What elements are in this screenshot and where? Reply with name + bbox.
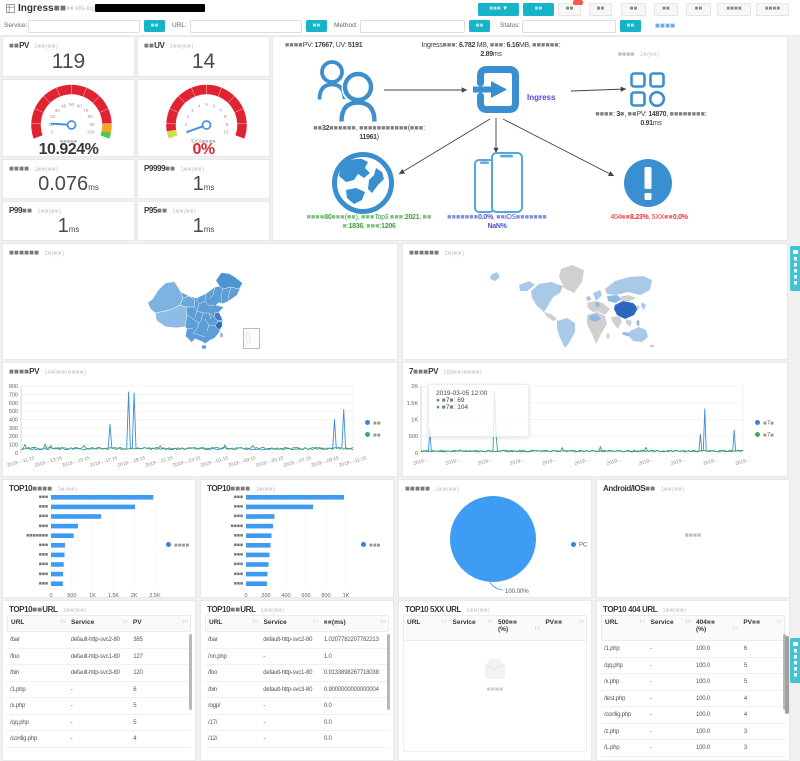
svg-text:400: 400 <box>9 418 18 424</box>
svg-text:2019-..: 2019-.. <box>542 457 558 467</box>
svg-text:2019-..-13:15: 2019-..-13:15 <box>34 455 63 469</box>
svg-text:1.5K: 1.5K <box>108 593 120 597</box>
svg-text:200: 200 <box>261 593 270 597</box>
svg-text:■■■: ■■■ <box>234 581 243 587</box>
svg-text:2K: 2K <box>411 384 418 390</box>
svg-text:600: 600 <box>301 593 310 597</box>
svg-text:2019-..-09:15: 2019-..-09:15 <box>310 455 339 469</box>
svg-text:■■■: ■■■ <box>39 543 48 549</box>
svg-text:90: 90 <box>89 122 95 128</box>
svg-text:2019-..: 2019-.. <box>509 457 525 467</box>
svg-text:2019-..: 2019-.. <box>670 457 686 467</box>
svg-text:■■■: ■■■ <box>39 514 48 520</box>
svg-text:700: 700 <box>9 392 18 398</box>
svg-text:400: 400 <box>281 593 290 597</box>
svg-text:50: 50 <box>69 102 75 108</box>
svg-text:■■■: ■■■ <box>234 495 243 501</box>
svg-text:0: 0 <box>244 593 247 597</box>
svg-text:■■■■■■■: ■■■■■■■ <box>26 533 48 539</box>
svg-text:1K: 1K <box>411 418 418 424</box>
svg-text:2019-..-07:15: 2019-..-07:15 <box>283 455 312 469</box>
svg-text:60: 60 <box>77 104 83 110</box>
svg-text:80: 80 <box>88 114 94 120</box>
svg-text:1K: 1K <box>89 593 96 597</box>
svg-text:0: 0 <box>415 451 418 457</box>
svg-text:■■■: ■■■ <box>39 552 48 558</box>
svg-text:2019-..: 2019-.. <box>413 457 429 467</box>
svg-text:■■■: ■■■ <box>234 533 243 539</box>
svg-text:0: 0 <box>49 593 52 597</box>
svg-text:■■■: ■■■ <box>39 562 48 568</box>
svg-text:0: 0 <box>15 451 18 457</box>
svg-text:70: 70 <box>83 108 89 114</box>
svg-text:200: 200 <box>9 434 18 440</box>
svg-text:2019-..-17:15: 2019-..-17:15 <box>89 455 118 469</box>
svg-text:■■■: ■■■ <box>234 543 243 549</box>
svg-text:2: 2 <box>186 114 189 120</box>
svg-text:10: 10 <box>223 130 229 136</box>
svg-text:2K: 2K <box>131 593 138 597</box>
svg-text:2019-..-05:15: 2019-..-05:15 <box>255 455 284 469</box>
svg-text:■■■: ■■■ <box>234 504 243 510</box>
svg-text:■■■: ■■■ <box>39 504 48 510</box>
svg-text:2019-..-11:15: 2019-..-11:15 <box>6 455 35 469</box>
svg-text:2019-..-01:15: 2019-..-01:15 <box>200 455 229 469</box>
svg-text:500: 500 <box>67 593 76 597</box>
svg-text:2019-..-21:15: 2019-..-21:15 <box>144 455 173 469</box>
svg-text:2019-..: 2019-.. <box>477 457 493 467</box>
svg-text:■■■■: ■■■■ <box>230 523 243 529</box>
svg-text:2019-..-15:15: 2019-..-15:15 <box>61 455 90 469</box>
svg-text:3: 3 <box>191 108 194 114</box>
svg-text:1: 1 <box>185 122 188 128</box>
svg-text:1.5K: 1.5K <box>407 401 419 407</box>
svg-text:2019-..-03:15: 2019-..-03:15 <box>227 455 256 469</box>
svg-text:■■■: ■■■ <box>39 495 48 501</box>
svg-text:5: 5 <box>205 102 208 108</box>
svg-text:■■■: ■■■ <box>234 552 243 558</box>
svg-text:100: 100 <box>9 443 18 449</box>
svg-text:40: 40 <box>61 104 67 110</box>
svg-text:800: 800 <box>9 384 18 390</box>
svg-text:■■■: ■■■ <box>39 571 48 577</box>
svg-text:■■■: ■■■ <box>39 523 48 529</box>
svg-text:600: 600 <box>9 401 18 407</box>
svg-text:■■■: ■■■ <box>234 571 243 577</box>
svg-text:10: 10 <box>48 122 54 128</box>
svg-text:100.00%: 100.00% <box>505 589 529 595</box>
svg-text:300: 300 <box>9 426 18 432</box>
svg-text:■■■: ■■■ <box>39 581 48 587</box>
svg-text:6: 6 <box>213 104 216 110</box>
svg-text:9: 9 <box>226 122 229 128</box>
svg-text:2019-..-23:15: 2019-..-23:15 <box>172 455 201 469</box>
svg-text:2019-..-11:15: 2019-..-11:15 <box>338 455 367 469</box>
svg-text:2019-..: 2019-.. <box>574 457 590 467</box>
svg-text:■■■: ■■■ <box>234 514 243 520</box>
svg-text:30: 30 <box>55 108 61 114</box>
svg-text:2019-..: 2019-.. <box>735 457 751 467</box>
svg-text:0: 0 <box>51 130 54 136</box>
svg-text:500: 500 <box>409 434 418 440</box>
svg-text:2019-..: 2019-.. <box>703 457 719 467</box>
svg-text:1K: 1K <box>343 593 350 597</box>
svg-text:2019-..-19:15: 2019-..-19:15 <box>117 455 146 469</box>
svg-text:100: 100 <box>87 130 95 136</box>
svg-text:■■■: ■■■ <box>234 562 243 568</box>
svg-text:2.5K: 2.5K <box>149 593 161 597</box>
svg-text:4: 4 <box>197 104 200 110</box>
svg-text:2019-..: 2019-.. <box>606 457 622 467</box>
svg-text:2019-..: 2019-.. <box>445 457 461 467</box>
svg-text:500: 500 <box>9 409 18 415</box>
svg-text:20: 20 <box>50 114 56 120</box>
svg-text:2019-..: 2019-.. <box>638 457 654 467</box>
svg-text:8: 8 <box>224 114 227 120</box>
svg-text:800: 800 <box>321 593 330 597</box>
svg-text:7: 7 <box>219 108 222 114</box>
